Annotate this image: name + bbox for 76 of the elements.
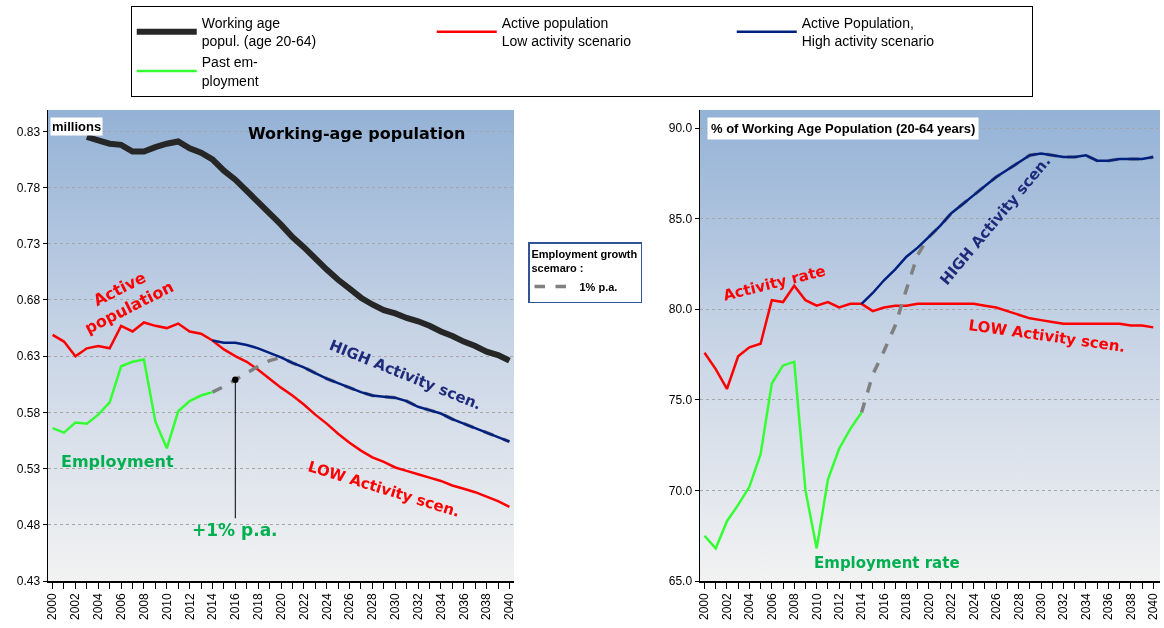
- legend-label: Active population Low activity scenario: [501, 15, 632, 50]
- y-tick-label: 0.48: [16, 517, 41, 532]
- x-tick-label: 2004: [91, 592, 106, 620]
- x-tick-label: 2024: [319, 592, 334, 620]
- x-tick-label: 2020: [921, 592, 936, 620]
- x-tick-label: 2010: [159, 592, 174, 620]
- line-series: [860, 152, 1155, 306]
- line-series: [703, 360, 863, 550]
- x-tick-label: 2022: [944, 592, 959, 620]
- y-tick-label: 0.68: [16, 293, 41, 308]
- x-tick-label: 2008: [136, 592, 151, 620]
- y-tick-label: 0.73: [16, 236, 41, 251]
- x-tick-label: 2004: [742, 592, 757, 620]
- x-tick-label: 2012: [832, 592, 847, 620]
- x-tick-label: 2016: [228, 592, 243, 620]
- x-tick-label: 2034: [1078, 592, 1093, 620]
- x-tick-label: 2026: [342, 592, 357, 620]
- y-tick-label: 75.0: [668, 393, 693, 408]
- y-tick-label: 0.63: [16, 349, 41, 364]
- x-tick-label: 2028: [1011, 592, 1026, 620]
- line-series: [51, 358, 214, 450]
- x-tick-label: 2032: [1056, 592, 1071, 620]
- y-tick-label: 0.58: [16, 405, 41, 420]
- x-tick-label: 2010: [809, 592, 824, 620]
- legend-label: Working age popul. (age 20-64): [201, 15, 317, 50]
- x-tick-label: 2036: [1101, 592, 1116, 620]
- x-tick-label: 2018: [251, 592, 266, 620]
- y-tick-label: 65.0: [668, 574, 693, 589]
- annotation: Employment rate: [814, 554, 960, 572]
- x-tick-label: 2024: [966, 592, 981, 620]
- line-series: [211, 339, 511, 443]
- x-tick-label: 2000: [45, 592, 60, 620]
- annotation: LOW Activity scen.: [967, 316, 1127, 356]
- annotation: +1% p.a.: [192, 520, 278, 540]
- legend-label: Past em- ployment: [201, 54, 259, 89]
- y-tick-label: 0.43: [16, 574, 41, 589]
- x-tick-label: 2030: [1033, 592, 1048, 620]
- x-tick-label: 2014: [205, 592, 220, 620]
- x-tick-label: 2014: [854, 592, 869, 620]
- x-tick-label: 2040: [502, 592, 517, 620]
- x-tick-label: 2016: [876, 592, 891, 620]
- x-tick-label: 2000: [697, 592, 712, 620]
- y-tick-label: 0.53: [16, 461, 41, 476]
- x-tick-label: 2022: [296, 592, 311, 620]
- x-tick-label: 2028: [365, 592, 380, 620]
- x-tick-label: 2006: [764, 592, 779, 620]
- legend-label: Active Population, High activity scenario: [801, 15, 935, 50]
- annotation: Activity rate: [721, 261, 828, 305]
- x-tick-label: 2040: [1146, 592, 1161, 620]
- y-tick-label: 80.0: [668, 302, 693, 317]
- x-tick-label: 2030: [388, 592, 403, 620]
- x-tick-label: 2006: [114, 592, 128, 620]
- x-tick-label: 2038: [479, 592, 494, 620]
- legend-label: 1% p.a.: [579, 280, 618, 293]
- y-tick-label: 70.0: [668, 483, 693, 498]
- y-axis-title: millions: [52, 119, 102, 134]
- x-tick-label: 2002: [68, 592, 83, 620]
- x-tick-label: 2036: [456, 592, 471, 620]
- x-tick-label: 2034: [433, 592, 448, 620]
- line-series: [859, 151, 1156, 415]
- x-tick-label: 2038: [1123, 592, 1138, 620]
- y-tick-label: 85.0: [668, 211, 693, 226]
- annotation: Employment: [61, 452, 174, 471]
- x-tick-label: 2032: [410, 592, 425, 620]
- y-tick-label: 0.78: [16, 180, 41, 195]
- x-tick-label: 2008: [787, 592, 802, 620]
- x-tick-label: 2002: [719, 592, 734, 620]
- y-axis-title: % of Working Age Population (20-64 years): [711, 121, 976, 136]
- x-tick-label: 2026: [989, 592, 1004, 620]
- y-tick-label: 0.83: [16, 124, 41, 139]
- annotation: Working-age population: [248, 124, 466, 143]
- x-tick-label: 2012: [182, 592, 197, 620]
- x-tick-label: 2020: [273, 592, 288, 620]
- legend-title: Employment growth scemaro :: [531, 247, 638, 275]
- y-tick-label: 90.0: [668, 121, 693, 136]
- x-tick-label: 2018: [899, 592, 914, 620]
